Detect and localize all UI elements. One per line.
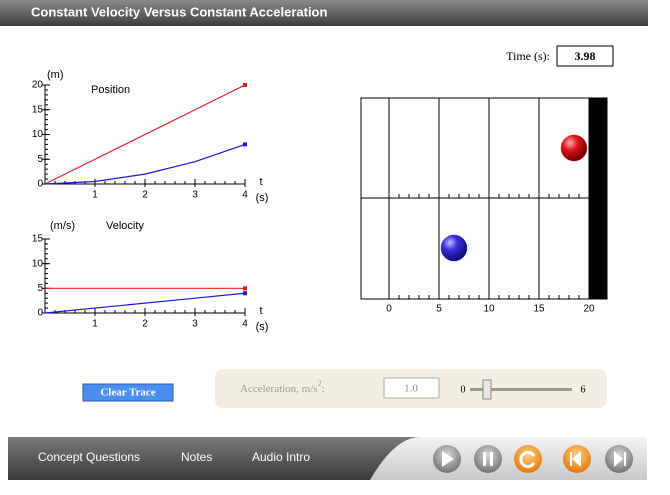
acceleration-label: Acceleration, m/s2: — [240, 379, 325, 395]
pause-icon[interactable] — [490, 452, 493, 466]
end-icon[interactable] — [614, 451, 626, 467]
wall — [589, 98, 607, 299]
clear-trace-button[interactable] — [82, 383, 174, 402]
app-title: Constant Velocity Versus Constant Accele… — [31, 4, 327, 19]
track-tick-label: 0 — [386, 304, 392, 315]
reset-button[interactable] — [514, 445, 542, 473]
player-buttons — [433, 445, 633, 473]
footer-link[interactable]: Audio Intro — [252, 450, 310, 464]
end-marker — [243, 286, 247, 291]
acceleration-label-text: Acceleration, m/s — [240, 383, 318, 395]
x-unit: (s) — [256, 192, 269, 204]
x-unit: (s) — [256, 321, 269, 333]
series-line — [44, 292, 246, 314]
end-marker — [243, 142, 247, 147]
chart-title: Position — [91, 84, 130, 96]
ball — [440, 234, 468, 262]
x-tick-label: 4 — [242, 190, 248, 201]
x-tick-label: 1 — [92, 190, 98, 201]
track-tick-label: 5 — [436, 304, 442, 315]
header-bar — [0, 0, 648, 26]
track: 0 5 10 15 20 — [360, 97, 608, 315]
y-tick-label: 10 — [32, 129, 44, 140]
x-tick-label: 2 — [142, 190, 148, 201]
y-unit: (m/s) — [50, 220, 75, 232]
acceleration-box[interactable] — [383, 377, 440, 399]
y-tick-label: 5 — [37, 283, 43, 294]
y-tick-label: 0 — [37, 308, 43, 319]
y-tick-label: 0 — [37, 179, 43, 190]
footer-link[interactable]: Notes — [181, 450, 212, 464]
reset-icon[interactable] — [519, 451, 536, 468]
y-tick-label: 15 — [32, 234, 44, 245]
x-tick-label: 3 — [192, 190, 198, 201]
y-tick-label: 20 — [32, 80, 44, 91]
clear-trace-label[interactable]: Clear Trace — [100, 387, 155, 399]
footer-link[interactable]: Concept Questions — [38, 450, 140, 464]
chart-title: Velocity — [106, 220, 144, 232]
slider-min: 0 — [461, 384, 466, 395]
y-unit: (m) — [47, 69, 64, 81]
y-tick-label: 5 — [37, 154, 43, 165]
time-box — [556, 45, 614, 67]
time-value: 3.98 — [575, 49, 596, 63]
rewind-icon[interactable] — [570, 451, 581, 467]
acceleration-exponent: 2 — [318, 379, 322, 388]
time-label: Time (s): — [506, 49, 550, 63]
pause-button[interactable] — [474, 445, 502, 473]
x-tick-label: 4 — [242, 319, 248, 330]
x-tick-label: 2 — [142, 319, 148, 330]
y-tick-label: 15 — [32, 104, 44, 115]
y-tick-label: 10 — [32, 258, 44, 269]
series-line — [44, 84, 246, 185]
end-marker — [243, 83, 247, 87]
slider-track — [470, 388, 572, 391]
ball — [560, 134, 588, 162]
acceleration-colon: : — [322, 383, 325, 395]
x-label: t — [259, 176, 262, 188]
x-tick-label: 1 — [92, 319, 98, 330]
slider-thumb[interactable] — [482, 379, 492, 400]
acceleration-value[interactable]: 1.0 — [404, 383, 418, 395]
x-tick-label: 3 — [192, 319, 198, 330]
track-tick-label: 20 — [583, 304, 595, 315]
pause-icon[interactable] — [483, 452, 486, 466]
track-tick-label: 10 — [483, 304, 495, 315]
end-marker — [243, 291, 247, 296]
slider-max: 6 — [581, 384, 586, 395]
series-line — [44, 143, 246, 185]
play-icon[interactable] — [442, 451, 454, 467]
x-label: t — [259, 305, 262, 317]
track-tick-label: 15 — [533, 304, 545, 315]
